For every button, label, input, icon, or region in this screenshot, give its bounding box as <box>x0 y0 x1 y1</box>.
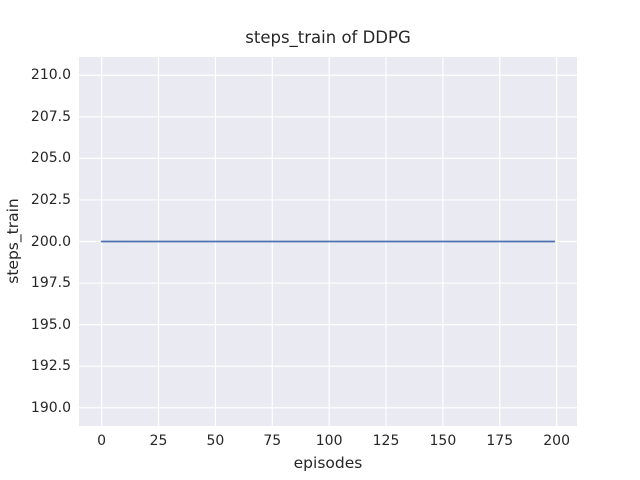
x-tick-label: 100 <box>315 433 343 449</box>
x-tick-label: 75 <box>263 433 282 449</box>
y-tick-label: 210.0 <box>30 67 71 84</box>
y-tick-label: 197.5 <box>30 275 71 292</box>
y-tick-label: 202.5 <box>30 191 71 208</box>
chart-title: steps_train of DDPG <box>245 28 411 47</box>
x-tick-label: 125 <box>372 433 400 449</box>
x-tick-label: 0 <box>97 433 107 449</box>
plot-area <box>79 57 577 426</box>
x-tick-label: 175 <box>486 433 514 449</box>
y-tick-label: 195.0 <box>30 316 71 333</box>
y-axis-label: steps_train <box>4 198 22 284</box>
x-tick-label: 50 <box>206 433 225 449</box>
y-tick-label: 190.0 <box>30 399 71 416</box>
x-tick-label: 25 <box>149 433 168 449</box>
y-tick-label: 207.5 <box>30 108 71 125</box>
y-tick-label: 205.0 <box>30 150 71 167</box>
x-axis-label: episodes <box>293 454 363 472</box>
y-tick-label: 200.0 <box>30 233 71 250</box>
x-tick-label: 150 <box>429 433 457 449</box>
y-tick-label: 192.5 <box>30 358 71 375</box>
line-chart-svg <box>79 57 577 426</box>
x-tick-label: 200 <box>543 433 570 449</box>
